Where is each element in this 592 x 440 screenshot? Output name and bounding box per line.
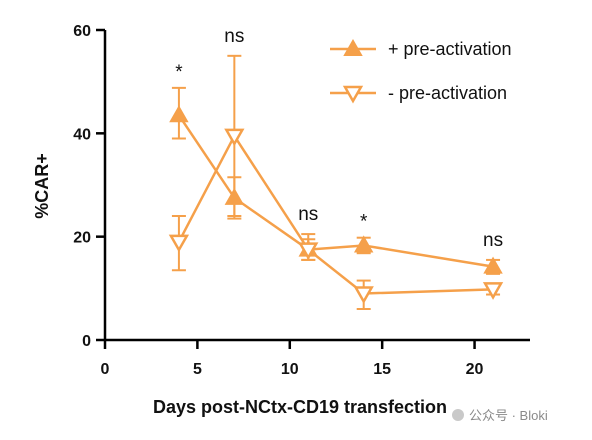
y-tick-label: 40 (73, 126, 91, 143)
x-tick-label: 10 (281, 361, 299, 378)
x-tick-label: 5 (193, 361, 202, 378)
legend: + pre-activation - pre-activation (330, 38, 512, 104)
legend-label: - pre-activation (388, 83, 507, 103)
data-point (168, 234, 190, 253)
significance-label: ns (483, 230, 503, 251)
data-point (482, 282, 504, 300)
watermark: 公众号 · Bloki (452, 408, 548, 423)
x-tick-label: 15 (373, 361, 391, 378)
legend-item: - pre-activation (330, 83, 507, 104)
significance-label: ns (298, 204, 318, 225)
legend-marker (342, 85, 364, 104)
data-point (298, 242, 319, 261)
watermark-text: 公众号 · Bloki (469, 408, 548, 423)
data-point (353, 235, 374, 253)
data-point (483, 256, 503, 274)
y-tick-label: 0 (82, 333, 91, 350)
data-series (168, 54, 504, 310)
axes: 0 20 40 60 0 5 10 15 20 (73, 23, 530, 378)
legend-marker (343, 38, 363, 56)
y-tick-label: 20 (73, 230, 91, 247)
series-1 (169, 86, 503, 275)
legend-label: + pre-activation (388, 39, 512, 59)
data-point (224, 128, 245, 147)
series-line (177, 133, 494, 295)
x-tick-label: 0 (101, 361, 110, 378)
series-line (177, 114, 494, 268)
significance-annotations: * ns ns * ns (175, 26, 503, 251)
series-2 (168, 54, 504, 310)
wechat-icon (452, 409, 464, 421)
significance-label: * (360, 212, 368, 233)
significance-label: * (175, 62, 183, 83)
data-point (353, 286, 374, 305)
significance-label: ns (224, 26, 244, 47)
x-tick-label: 20 (466, 361, 484, 378)
data-point (169, 105, 189, 123)
y-tick-label: 60 (73, 23, 91, 40)
legend-item: + pre-activation (330, 38, 512, 59)
x-axis-title: Days post-NCtx-CD19 transfection (153, 397, 447, 417)
y-axis-title: %CAR+ (32, 153, 52, 219)
